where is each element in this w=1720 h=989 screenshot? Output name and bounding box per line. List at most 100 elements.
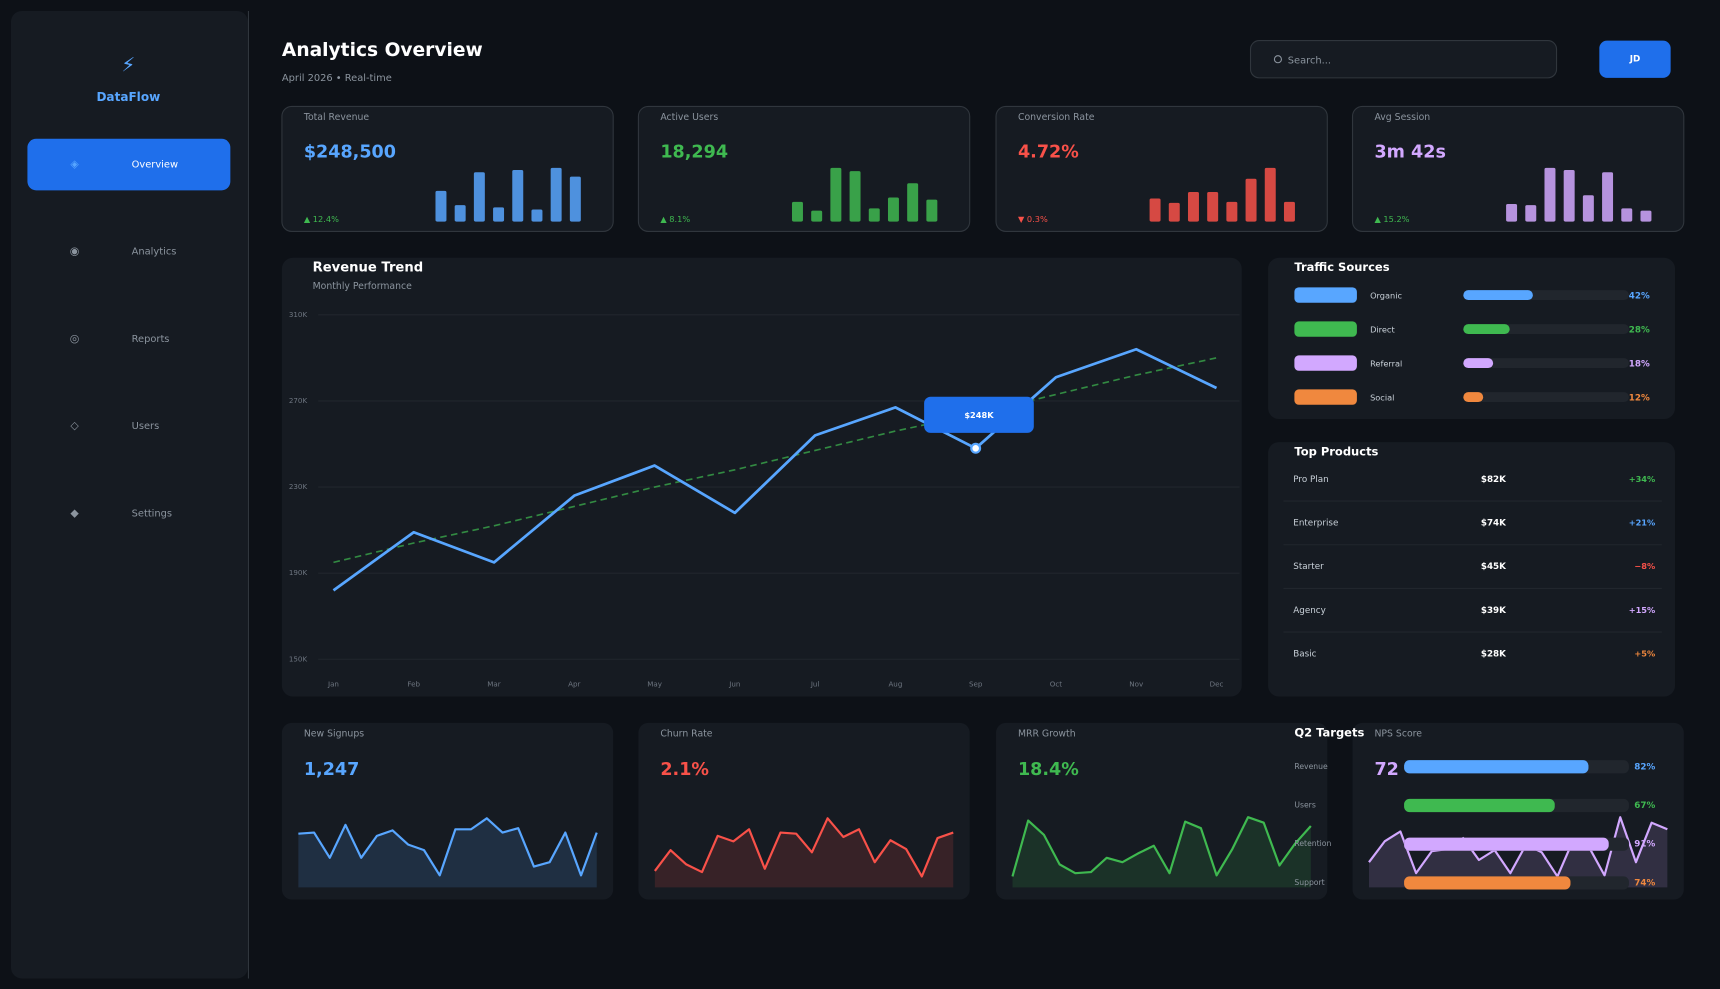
avatar-button[interactable]	[1599, 40, 1671, 78]
kpi-change: ▲ 8.1%	[660, 214, 690, 224]
target-percent: 82%	[1634, 762, 1655, 772]
kpi-bar	[454, 205, 466, 222]
metric-card	[996, 722, 1328, 900]
y-tick-label: 310K	[289, 310, 308, 319]
y-tick-label: 150K	[289, 654, 308, 663]
kpi-bar	[550, 167, 562, 222]
x-tick-label: Sep	[969, 679, 983, 688]
nav-icon: ◎	[70, 332, 80, 345]
source-percent: 28%	[1629, 326, 1650, 336]
nav-item[interactable]: Settings	[132, 508, 172, 519]
product-revenue: $39K	[1481, 606, 1507, 616]
source-swatch	[1294, 355, 1357, 371]
kpi-bar	[569, 176, 581, 222]
target-name: Retention	[1294, 839, 1331, 848]
kpi-bar	[512, 170, 524, 222]
kpi-bar	[1207, 191, 1219, 222]
chart-subtitle: Monthly Performance	[313, 281, 413, 292]
avatar-initials: JD	[1629, 55, 1641, 65]
x-tick-label: Apr	[568, 679, 580, 688]
kpi-label: Conversion Rate	[1018, 112, 1095, 123]
source-swatch	[1294, 287, 1357, 303]
chart-panel	[281, 257, 1242, 697]
sparkline-area	[1368, 817, 1668, 888]
search-icon	[1273, 55, 1282, 64]
source-percent: 18%	[1629, 360, 1650, 370]
kpi-bar	[1264, 167, 1276, 222]
metric-value: 72	[1374, 760, 1398, 780]
kpi-change: ▲ 12.4%	[304, 214, 339, 224]
x-tick-label: Feb	[407, 679, 420, 688]
tooltip-label: $248K	[964, 410, 994, 420]
nav-icon: ◈	[70, 158, 79, 171]
product-change: −8%	[1634, 561, 1655, 571]
nav-item[interactable]: Overview	[132, 160, 178, 171]
target-bar	[1404, 876, 1571, 890]
x-tick-label: Aug	[888, 679, 902, 688]
source-swatch	[1294, 389, 1357, 405]
product-name: Agency	[1293, 606, 1326, 616]
kpi-label: Active Users	[660, 112, 718, 123]
source-bar	[1463, 392, 1484, 403]
kpi-bar	[926, 199, 938, 222]
product-change: +21%	[1629, 518, 1656, 528]
target-bar	[1404, 760, 1589, 774]
kpi-value: 3m 42s	[1374, 142, 1445, 162]
nav-item[interactable]: Analytics	[132, 247, 177, 258]
kpi-bar	[1149, 198, 1161, 222]
kpi-bar	[435, 190, 447, 222]
kpi-bar	[1544, 167, 1556, 222]
kpi-value: 4.72%	[1018, 142, 1079, 162]
kpi-bar	[1187, 191, 1199, 222]
panel-title: Top Products	[1294, 444, 1378, 458]
product-name: Basic	[1293, 649, 1316, 659]
source-percent: 12%	[1629, 394, 1650, 404]
target-percent: 91%	[1634, 840, 1655, 850]
product-change: +5%	[1634, 648, 1655, 658]
kpi-bar	[1563, 170, 1575, 222]
brand-name: DataFlow	[96, 90, 160, 104]
metric-label: NPS Score	[1374, 728, 1422, 739]
search-box[interactable]	[1249, 40, 1558, 79]
kpi-bar	[1621, 208, 1633, 222]
nav-item[interactable]: Users	[132, 421, 160, 432]
highlight-point	[970, 442, 982, 454]
product-revenue: $82K	[1481, 475, 1507, 485]
x-tick-label: May	[647, 679, 662, 688]
x-tick-label: Dec	[1210, 679, 1224, 688]
product-name: Pro Plan	[1293, 475, 1328, 485]
product-revenue: $45K	[1481, 562, 1507, 572]
metric-card	[638, 722, 970, 900]
product-change: +34%	[1629, 474, 1656, 484]
y-tick-label: 190K	[289, 568, 308, 577]
kpi-bar	[1226, 201, 1238, 222]
kpi-card	[637, 105, 971, 233]
product-name: Enterprise	[1293, 519, 1338, 529]
sparkline-area	[1012, 817, 1311, 888]
x-tick-label: Jan	[327, 679, 339, 688]
target-name: Revenue	[1294, 762, 1328, 771]
source-bar	[1463, 290, 1533, 301]
kpi-bar	[473, 172, 485, 222]
x-tick-label: Oct	[1050, 679, 1063, 688]
panel-title: Q2 Targets	[1294, 725, 1364, 739]
kpi-change: ▲ 15.2%	[1374, 214, 1409, 224]
kpi-card	[1351, 105, 1685, 233]
products-panel	[1268, 442, 1676, 697]
source-bar	[1463, 358, 1494, 369]
kpi-label: Total Revenue	[303, 112, 370, 123]
kpi-bar	[887, 197, 899, 222]
target-name: Support	[1294, 878, 1324, 887]
kpi-bar	[791, 201, 803, 222]
kpi-bar	[1602, 172, 1614, 222]
x-tick-label: Jun	[728, 679, 740, 688]
kpi-bar	[849, 171, 861, 222]
product-change: +15%	[1629, 605, 1656, 615]
kpi-bar	[868, 208, 880, 222]
metric-value: 1,247	[304, 760, 360, 780]
target-bar	[1404, 798, 1555, 813]
search-placeholder: Search...	[1288, 55, 1331, 66]
kpi-label: Avg Session	[1374, 112, 1430, 123]
nav-active-bg[interactable]	[27, 138, 231, 191]
nav-item[interactable]: Reports	[132, 334, 170, 345]
